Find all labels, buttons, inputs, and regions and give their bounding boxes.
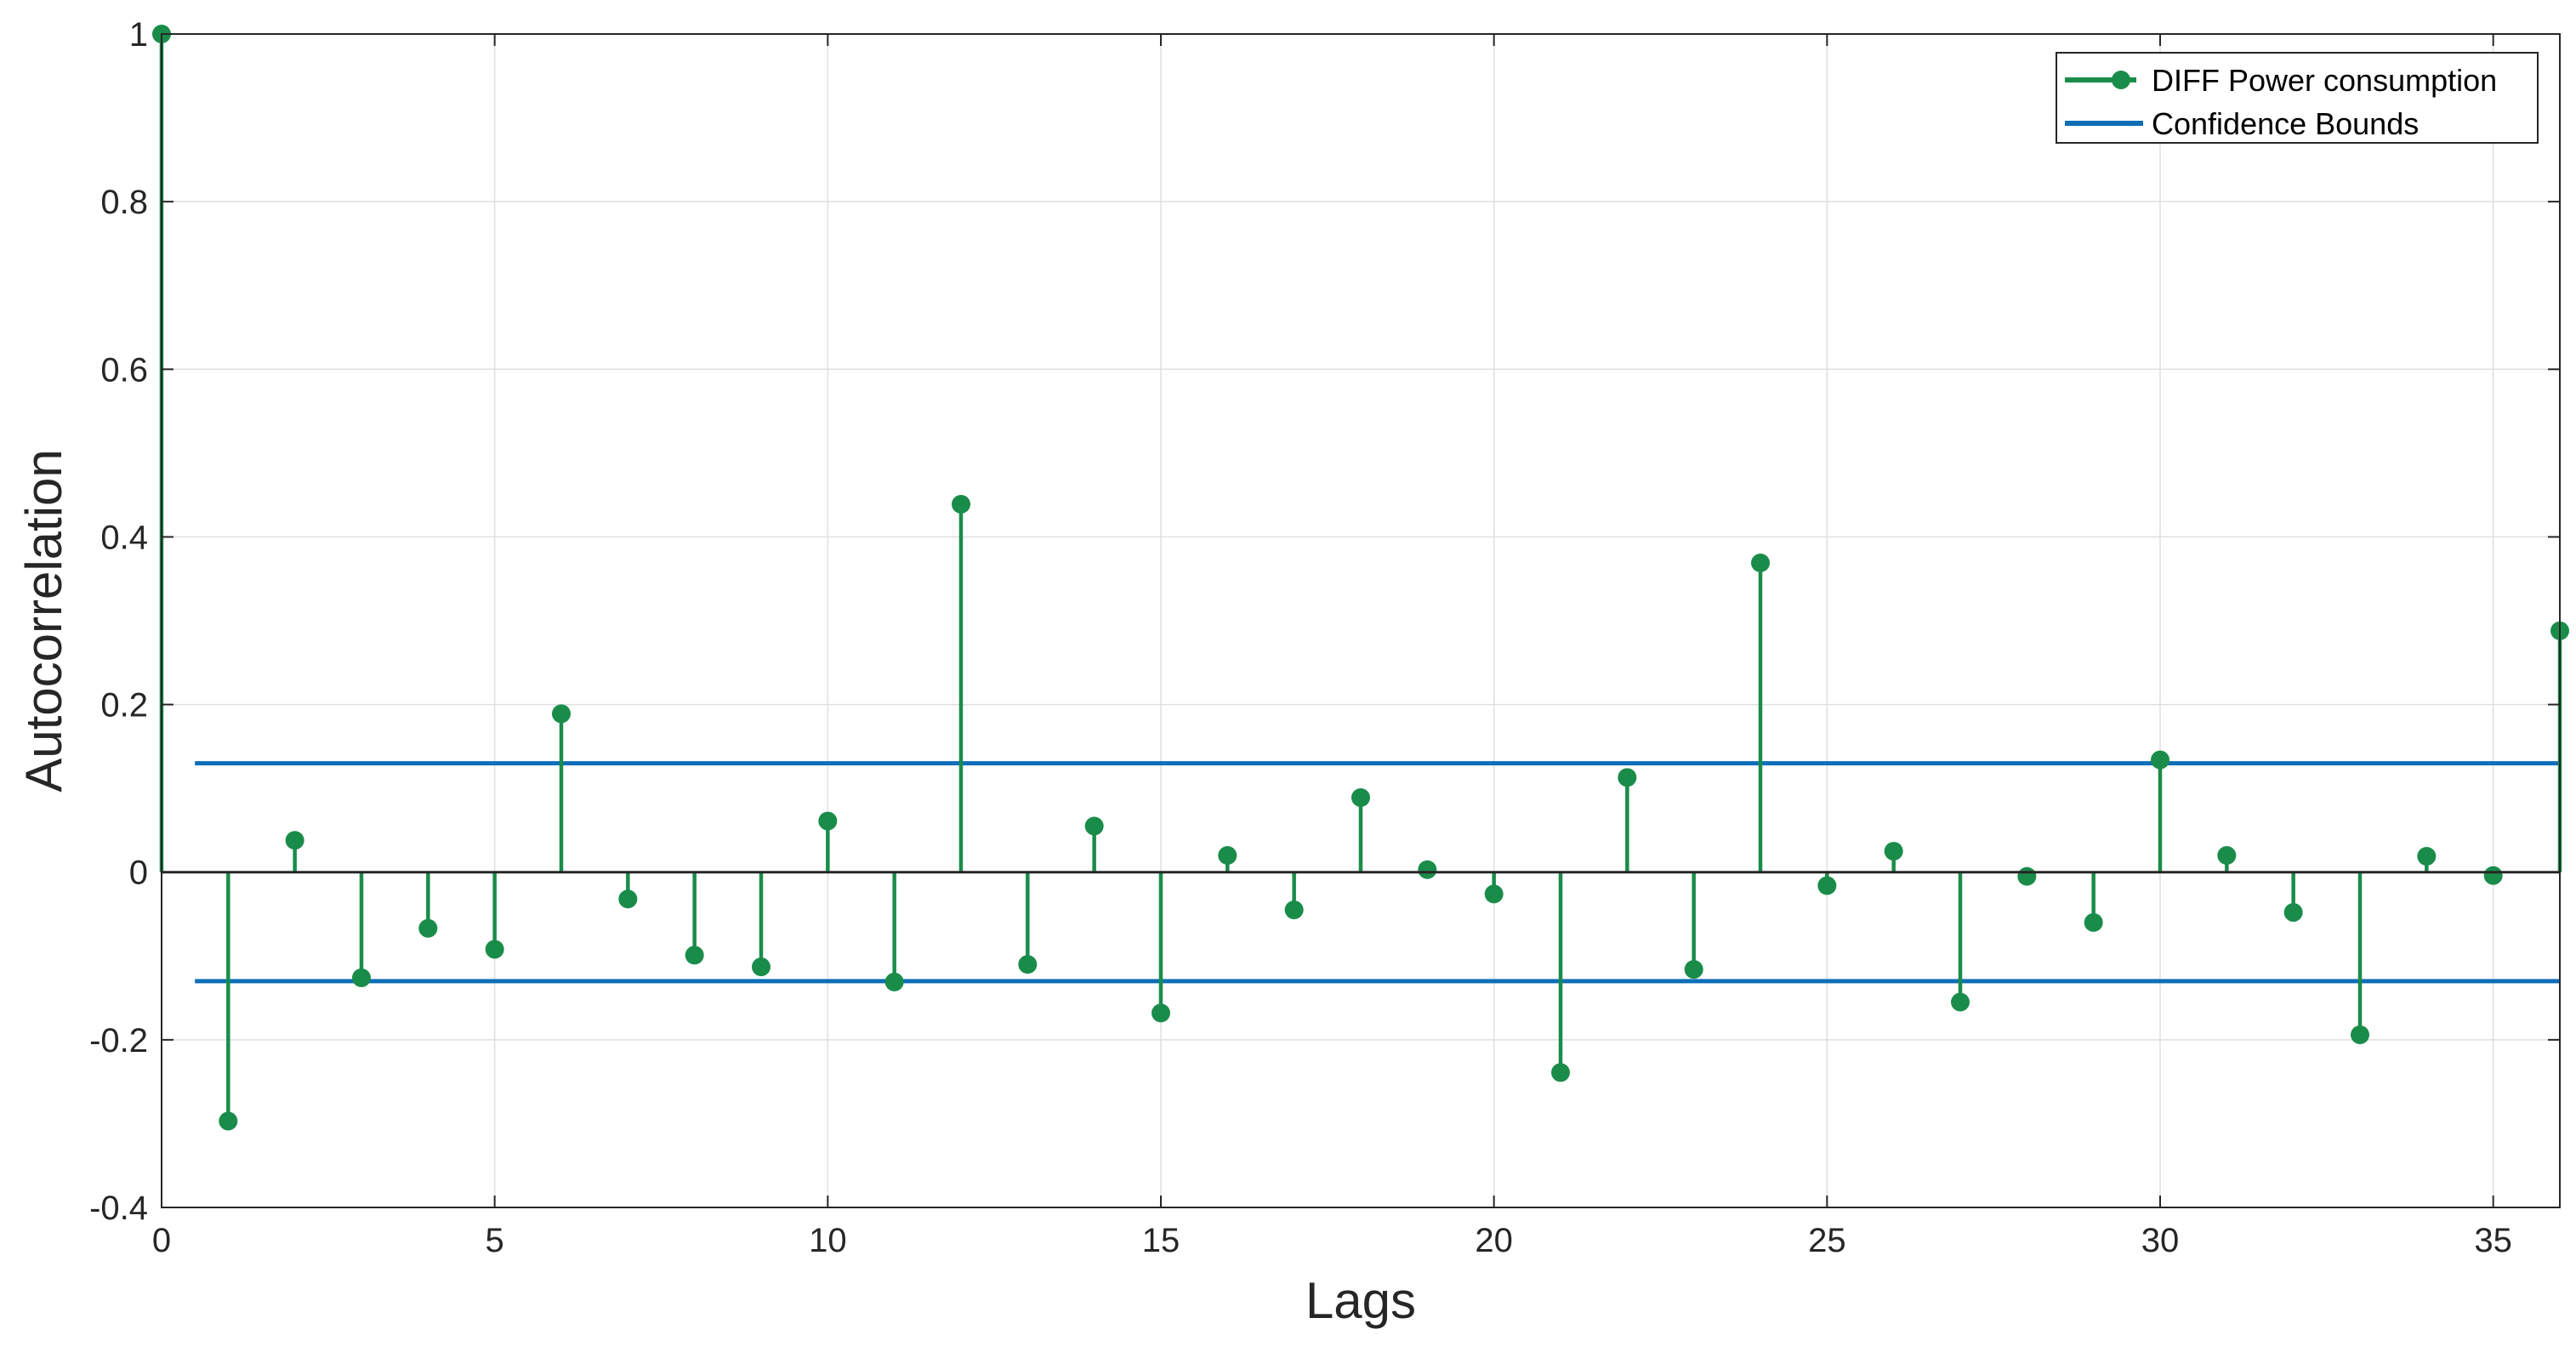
stem-marker xyxy=(1284,900,1304,920)
y-tick-label: -0.4 xyxy=(89,1190,148,1227)
x-axis-title: Lags xyxy=(1305,1272,1416,1329)
y-tick-label: 0.6 xyxy=(100,351,148,389)
stem-marker xyxy=(2351,1025,2369,1044)
stem-marker xyxy=(818,811,838,831)
plot-frame xyxy=(161,33,2561,1208)
legend-series-label: DIFF Power consumption xyxy=(2152,63,2497,98)
stem-marker xyxy=(2151,750,2169,770)
x-tick-label: 10 xyxy=(809,1222,847,1259)
stem-marker xyxy=(1751,553,1770,572)
x-tick-label: 35 xyxy=(2474,1222,2512,1259)
stem-marker xyxy=(1152,1003,1170,1023)
legend-series-marker xyxy=(2112,71,2130,89)
stem-marker xyxy=(2017,866,2037,886)
stem-marker xyxy=(1817,876,1837,895)
stem-marker xyxy=(1018,955,1038,974)
stem-marker xyxy=(2217,846,2237,865)
stem-marker xyxy=(1351,787,1370,807)
x-tick-label: 0 xyxy=(152,1222,171,1259)
axis-ticks: 0 5 10 15 20 25 30 35 -0.4 -0.2 0 0.2 0.4 0.6 0.8 1 xyxy=(89,16,2560,1259)
legend-bounds-label: Confidence Bounds xyxy=(2152,106,2419,141)
y-tick-label: 0.8 xyxy=(100,184,148,221)
stem-marker xyxy=(1684,960,1703,980)
y-tick-label: 0.2 xyxy=(100,687,148,724)
stem-marker xyxy=(884,972,904,991)
stem-marker xyxy=(219,1111,238,1131)
stem-marker xyxy=(1084,816,1104,836)
x-tick-label: 30 xyxy=(2141,1222,2180,1259)
stem-marker xyxy=(1884,842,1903,861)
stem-marker xyxy=(618,889,638,909)
stem-marker xyxy=(418,918,438,938)
stem-marker xyxy=(352,968,371,987)
x-tick-label: 15 xyxy=(1142,1222,1180,1259)
stem-marker xyxy=(2283,903,2303,923)
stem-marker xyxy=(285,831,304,850)
stem-marker xyxy=(685,946,704,965)
stem-marker xyxy=(2417,846,2437,866)
stem-marker xyxy=(1551,1063,1570,1082)
stem-marker xyxy=(1951,992,1970,1012)
x-tick-label: 20 xyxy=(1475,1222,1513,1259)
stem-marker xyxy=(1418,860,1437,879)
x-tick-label: 25 xyxy=(1808,1222,1846,1259)
plot-background xyxy=(162,34,2560,1207)
y-tick-label: -0.2 xyxy=(89,1022,148,1059)
legend: DIFF Power consumption Confidence Bounds xyxy=(2056,52,2539,144)
stem-marker xyxy=(485,940,504,959)
stem-marker xyxy=(1218,846,1237,865)
y-tick-label: 1 xyxy=(129,16,148,54)
y-tick-label: 0 xyxy=(129,855,148,892)
stem-marker xyxy=(1618,768,1637,787)
stem-marker xyxy=(1484,884,1504,904)
y-tick-label: 0.4 xyxy=(100,519,148,556)
legend-box xyxy=(2056,52,2539,144)
x-tick-label: 5 xyxy=(486,1222,504,1259)
stem-marker xyxy=(2084,912,2103,932)
stem-marker xyxy=(752,957,771,977)
stem-marker xyxy=(952,494,970,514)
stem-marker xyxy=(552,704,571,724)
stem-marker xyxy=(2483,866,2503,885)
y-axis-title: Autocorrelation xyxy=(15,449,72,792)
